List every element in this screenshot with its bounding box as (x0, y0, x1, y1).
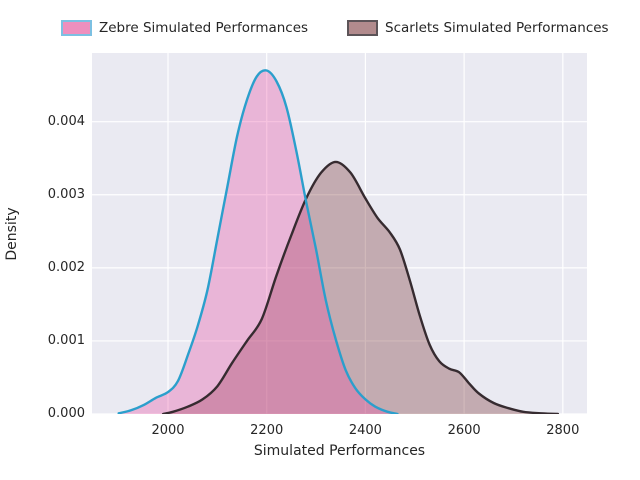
x-tick-label: 2800 (546, 423, 580, 438)
legend-label-zebre: Zebre Simulated Performances (99, 20, 309, 36)
legend-label-scarlets: Scarlets Simulated Performances (385, 20, 609, 36)
x-tick-label: 2200 (250, 423, 284, 438)
zebre-density-fill (118, 70, 398, 414)
density-chart (92, 53, 587, 414)
x-tick-label: 2000 (151, 423, 185, 438)
x-tick-label: 2400 (348, 423, 382, 438)
y-tick-label: 0.000 (47, 406, 85, 421)
y-tick-label: 0.003 (47, 186, 85, 202)
plot-area (92, 53, 587, 414)
x-tick-label: 2600 (447, 423, 481, 438)
scarlets-density-fill (163, 161, 558, 414)
y-axis-label: Density (4, 207, 20, 261)
y-tick-label: 0.002 (47, 259, 85, 275)
x-axis-label: Simulated Performances (253, 443, 426, 459)
zebre-density-line (117, 69, 399, 414)
zebre-swatch-icon (61, 20, 92, 36)
scarlets-density-line (161, 160, 560, 414)
scarlets-swatch-icon (347, 20, 378, 36)
legend-item-scarlets: Scarlets Simulated Performances (347, 19, 609, 37)
legend-item-zebre: Zebre Simulated Performances (61, 19, 308, 37)
y-tick-label: 0.004 (47, 113, 85, 129)
y-tick-label: 0.001 (47, 332, 85, 348)
